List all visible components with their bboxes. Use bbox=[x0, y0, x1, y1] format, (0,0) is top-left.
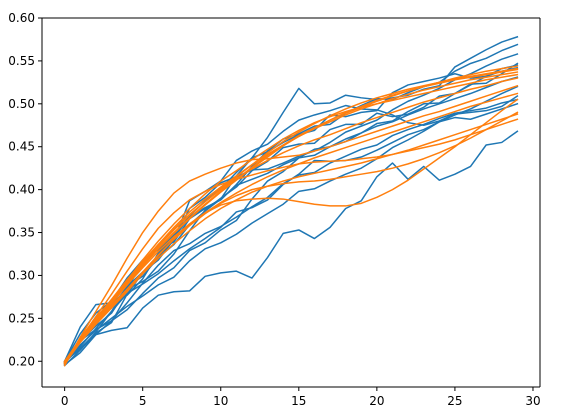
plot-background bbox=[42, 18, 540, 387]
x-tick-label: 0 bbox=[61, 394, 69, 408]
series-line-orange-23 bbox=[63, 113, 519, 365]
y-tick-label: 0.55 bbox=[8, 54, 35, 68]
x-tick-label: 5 bbox=[139, 394, 147, 408]
series-line-orange-19 bbox=[63, 111, 519, 363]
y-tick-label: 0.40 bbox=[8, 183, 35, 197]
y-tick-label: 0.45 bbox=[8, 140, 35, 154]
series-line-orange-24 bbox=[63, 92, 519, 364]
series-line-blue-12 bbox=[63, 76, 519, 363]
series-line-orange-15 bbox=[63, 73, 519, 363]
series-line-blue-4 bbox=[63, 64, 519, 363]
series-line-blue-11 bbox=[63, 130, 519, 366]
series-layer bbox=[63, 35, 519, 367]
series-line-orange-13 bbox=[63, 84, 519, 367]
x-tick-label: 15 bbox=[291, 394, 306, 408]
y-tick-label: 0.35 bbox=[8, 226, 35, 240]
series-line-orange-21 bbox=[63, 77, 519, 365]
series-line-orange-14 bbox=[63, 118, 519, 365]
plot-area bbox=[42, 18, 540, 387]
y-tick-label: 0.20 bbox=[8, 354, 35, 368]
y-tick-label: 0.25 bbox=[8, 311, 35, 325]
x-tick-label: 25 bbox=[447, 394, 462, 408]
x-tick-label: 30 bbox=[525, 394, 540, 408]
y-tick-label: 0.30 bbox=[8, 268, 35, 282]
series-line-blue-8 bbox=[63, 62, 519, 364]
series-line-blue-7 bbox=[63, 85, 519, 365]
y-tick-label: 0.60 bbox=[8, 11, 35, 25]
ticks-layer: 0 5 10 15 20 25 30 0.20 0.25 0.30 0.35 0.40 0.45 0.50… bbox=[8, 11, 540, 408]
x-tick-label: 20 bbox=[369, 394, 384, 408]
axes-layer bbox=[41, 17, 541, 388]
x-tick-label: 10 bbox=[213, 394, 228, 408]
series-line-orange-22 bbox=[63, 71, 519, 365]
y-tick-label: 0.50 bbox=[8, 97, 35, 111]
